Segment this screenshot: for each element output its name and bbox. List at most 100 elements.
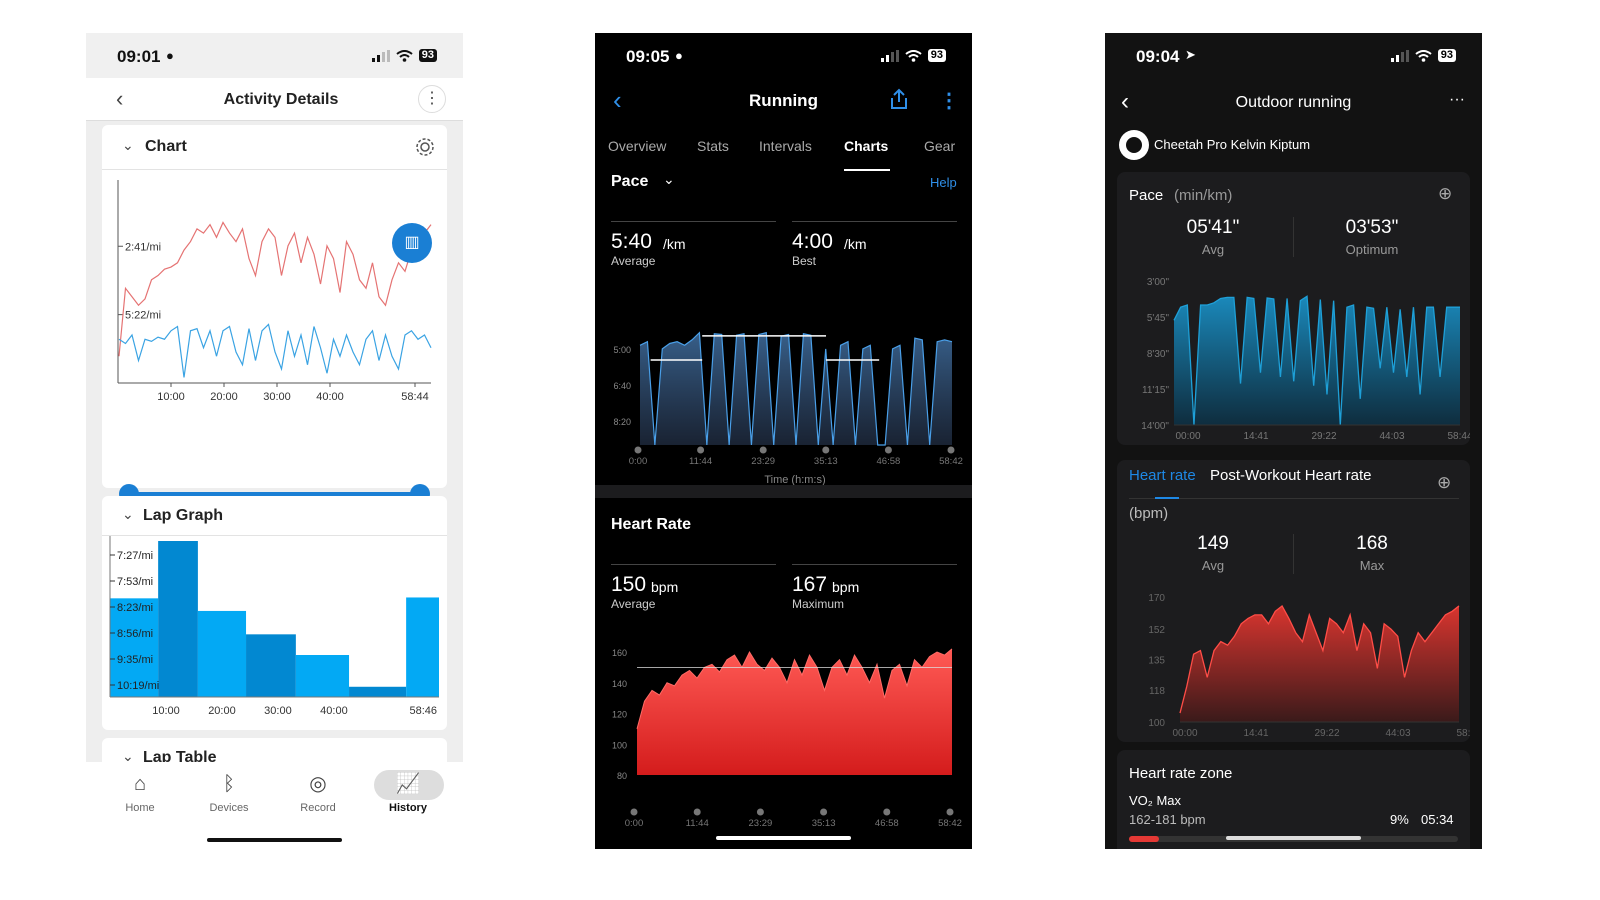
x-tick-label: 14:41 [1243, 431, 1268, 442]
x-tick-label: 11:44 [689, 456, 712, 467]
range-slider-track[interactable] [128, 492, 420, 496]
x-tick-label: 44:03 [1379, 431, 1404, 442]
stat-value: 168 [1356, 533, 1388, 554]
stat-label: Avg [1201, 242, 1225, 257]
x-tick-label: 40:00 [320, 705, 348, 717]
x-tick-dot [759, 446, 767, 454]
x-tick-dot [630, 808, 638, 816]
x-tick-label: 30:00 [264, 705, 292, 717]
metric-select[interactable]: Pace [611, 173, 649, 190]
back-button[interactable]: ‹ [1121, 88, 1129, 115]
collapse-chevron-icon[interactable]: ⌄ [122, 506, 134, 522]
nav-item-record[interactable]: ◎ Record [278, 770, 358, 814]
x-tick-dot [883, 808, 891, 816]
lap-graph-card: ⌄ Lap Graph 7:27/mi 7:53/mi 8:23/mi 8:56/mi… [102, 496, 447, 730]
bluetooth-icon: ᛒ [223, 773, 235, 795]
tab-charts[interactable]: Charts [844, 138, 889, 154]
collapse-chevron-icon[interactable]: ⌄ [122, 137, 134, 153]
more-options-button[interactable]: ··· [1449, 91, 1465, 108]
stat-divider [1293, 217, 1294, 257]
home-icon: ⌂ [133, 773, 147, 795]
battery-level: 93 [1437, 49, 1456, 62]
x-tick-label: 30:00 [263, 391, 291, 403]
battery-level: 93 [418, 49, 437, 62]
x-tick-label: 10:00 [152, 705, 180, 717]
signal-icon [1390, 49, 1409, 62]
status-time: 09:01 [117, 47, 161, 66]
actual-pace-line [639, 331, 953, 446]
y-tick-label: 100 [1148, 718, 1165, 729]
tab-gear[interactable]: Gear [924, 138, 956, 154]
x-tick-label: 58:44 [1456, 728, 1470, 739]
heart-rate-line [1179, 604, 1460, 714]
status-bar: 09:05 ● 93 [595, 33, 972, 78]
active-tab-pill [374, 770, 444, 800]
back-button[interactable]: ‹ [613, 85, 622, 115]
stat-average: 5:40/km Average [611, 221, 776, 268]
wifi-icon [396, 49, 413, 62]
zoom-in-icon[interactable]: ⊕ [1437, 473, 1452, 492]
y-tick-label: 7:27/mi [117, 550, 153, 562]
gear-icon[interactable] [414, 136, 436, 158]
y-tick-label: 8'30" [1147, 349, 1170, 360]
nav-item-history[interactable]: 📈 History [368, 770, 448, 814]
battery-level: 93 [927, 49, 946, 62]
lap-bar [158, 541, 198, 697]
x-tick-label: 46:58 [877, 456, 901, 467]
collapse-chevron-icon[interactable]: ⌄ [122, 748, 134, 764]
section-divider [595, 485, 972, 498]
active-tab-underline [1155, 497, 1179, 499]
actual-pace-area [640, 332, 952, 445]
home-indicator [716, 836, 851, 840]
share-icon[interactable] [889, 88, 909, 110]
x-tick-dot [822, 446, 830, 454]
pace-title: Pace [1129, 187, 1164, 204]
x-tick-label: 14:41 [1243, 728, 1268, 739]
lap-bar [406, 597, 439, 697]
device-name: Cheetah Pro Kelvin Kiptum [1154, 137, 1311, 152]
zoom-in-icon[interactable]: ⊕ [1438, 184, 1453, 203]
y-tick-label: 100 [612, 740, 627, 750]
heart-rate-title: Heart Rate [611, 516, 692, 533]
chevron-down-icon[interactable]: ⌄ [663, 171, 675, 187]
y-tick-label: 9:35/mi [117, 654, 153, 666]
nav-item-devices[interactable]: ᛒ Devices [189, 770, 269, 814]
y-tick-label: 140 [612, 679, 627, 689]
status-time: 09:04 [1136, 47, 1180, 66]
heart-rate-area [637, 648, 952, 775]
wifi-icon [905, 49, 922, 62]
x-tick-label: 58:42 [939, 456, 963, 467]
nav-item-home[interactable]: ⌂ Home [100, 770, 180, 814]
stat-label: Best [792, 254, 817, 268]
bottom-nav: ⌂ Home ᛒ Devices ◎ Record 📈 History [86, 762, 463, 849]
y-tick-label: 10:19/mi [117, 680, 159, 692]
y-tick-label: 152 [1148, 625, 1165, 636]
tab-overview[interactable]: Overview [608, 138, 667, 154]
activity-line-chart: 2:41/mi 5:22/mi 10:00 20:00 30:00 40:00 58:44 [117, 180, 432, 403]
more-options-button[interactable]: ⋮ [939, 90, 959, 112]
page-title: Running [749, 91, 818, 110]
page-title: Outdoor running [1235, 94, 1352, 111]
help-link[interactable]: Help [930, 175, 957, 190]
stat-label: Average [611, 597, 656, 611]
stat-unit: bpm [832, 579, 860, 595]
tab-stats[interactable]: Stats [697, 138, 729, 154]
heart-rate-chart: 170 152 135 118 100 00:00 14:41 29:22 44:03 58:44 [1148, 593, 1470, 739]
nav-label: Home [125, 802, 155, 814]
x-tick-label: 40:00 [316, 391, 344, 403]
home-indicator [207, 838, 342, 842]
x-tick-label: 20:00 [210, 391, 238, 403]
x-tick-label: 29:22 [1311, 431, 1336, 442]
add-chart-button[interactable]: ▥ [392, 223, 432, 263]
tab-post-workout-heart-rate[interactable]: Post-Workout Heart rate [1210, 467, 1372, 484]
lap-bar [349, 686, 407, 697]
more-options-button[interactable]: ⋮ [418, 85, 446, 113]
back-button[interactable]: ‹ [116, 86, 124, 111]
pace-chart: 3'00" 5'45" 8'30" 11'15" 14'00" 00:00 14:41 29:… [1141, 277, 1470, 442]
pace-card: Pace (min/km) ⊕ 3'00" 5'45" 8'30" 11'15" 14'… [1117, 172, 1470, 445]
tab-heart-rate[interactable]: Heart rate [1129, 467, 1196, 484]
x-tick-label: 00:00 [1172, 728, 1197, 739]
lap-graph-title: Lap Graph [143, 507, 224, 524]
tab-intervals[interactable]: Intervals [759, 138, 812, 154]
x-tick-label: 44:03 [1385, 728, 1410, 739]
